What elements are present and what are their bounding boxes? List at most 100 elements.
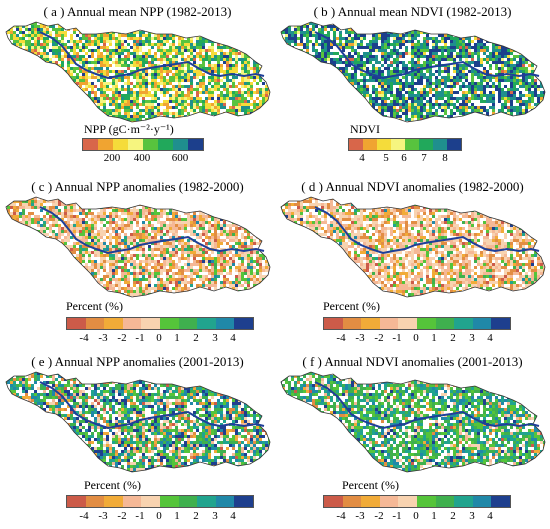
legend-swatch (215, 318, 235, 329)
panel-d: ( d ) Annual NDVI anomalies (1982-2000) … (275, 175, 550, 350)
tick-label: -1 (135, 332, 145, 344)
legend-swatch (104, 496, 123, 507)
panel-a: ( a ) Annual mean NPP (1982-2013) NPP (g… (0, 0, 275, 175)
legend-swatch (188, 139, 203, 150)
map-npp-mean (5, 21, 271, 123)
legend-swatch (85, 318, 105, 329)
legend-swatch (416, 318, 436, 329)
legend-swatch (324, 496, 343, 507)
legend-swatch (122, 496, 142, 507)
basin-outline (280, 371, 546, 473)
panel-title: ( c ) Annual NPP anomalies (1982-2000) (31, 179, 244, 194)
legend-swatch (158, 139, 173, 150)
legend-swatch (379, 496, 399, 507)
tick-label: 600 (171, 152, 189, 164)
legend-swatch (398, 496, 417, 507)
legend-swatch (234, 318, 253, 329)
tick-label: -1 (392, 510, 402, 522)
legend-title: NDVI (350, 122, 380, 136)
legend-swatch (83, 139, 98, 150)
legend-swatch (143, 139, 158, 150)
tick-label: -3 (98, 510, 108, 522)
tick-label: -3 (355, 332, 365, 344)
tick-label: 1 (174, 332, 180, 344)
tick-label: 1 (431, 510, 437, 522)
legend-swatch (104, 318, 123, 329)
legend-swatch (361, 496, 380, 507)
legend-swatch (416, 496, 436, 507)
panel-title: ( f ) Annual NDVI anomalies (2001-2013) (302, 354, 523, 369)
tick-label: 2 (450, 510, 456, 522)
tick-label: -1 (392, 332, 402, 344)
tick-label: 3 (212, 510, 218, 522)
map-ndvi-anomaly-2001-2013 (280, 371, 546, 473)
tick-label: -2 (374, 332, 384, 344)
legend-ticks: -4 -3 -2 -1 0 1 2 3 4 (323, 509, 509, 523)
panel-title: ( a ) Annual mean NPP (1982-2013) (43, 4, 232, 19)
legend-swatch (398, 318, 417, 329)
legend-swatches (323, 495, 511, 508)
yangtze-river-line (39, 381, 265, 430)
basin-outline (5, 196, 271, 298)
legend-swatch (363, 139, 377, 150)
tick-label: 200 (103, 152, 121, 164)
legend-title: Percent (%) (323, 299, 380, 313)
legend-swatch (472, 496, 492, 507)
legend-swatch (361, 318, 380, 329)
raster-layer (6, 197, 270, 297)
tick-label: 6 (401, 152, 407, 164)
legend-swatch (379, 318, 399, 329)
legend-ticks: 200 400 600 (82, 151, 202, 165)
legend-swatch (215, 496, 235, 507)
legend-swatch (342, 496, 362, 507)
legend-ticks: 4 5 6 7 8 (348, 151, 460, 165)
legend-swatch (349, 139, 363, 150)
legend-swatch (419, 139, 433, 150)
legend-ticks: -4 -3 -2 -1 0 1 2 3 4 (323, 331, 509, 345)
legend-swatch (141, 318, 160, 329)
tick-label: 3 (469, 332, 475, 344)
legend-swatch (67, 318, 86, 329)
panel-title: ( d ) Annual NDVI anomalies (1982-2000) (301, 179, 524, 194)
legend-swatch (491, 496, 510, 507)
yangtze-river-line (39, 206, 265, 255)
tick-label: 1 (431, 332, 437, 344)
legend-swatch (197, 318, 216, 329)
legend-swatch (122, 318, 142, 329)
legend-title: Percent (%) (342, 478, 399, 492)
tick-label: -4 (79, 510, 89, 522)
tick-label: -2 (117, 332, 127, 344)
tick-label: 0 (413, 510, 419, 522)
legend-swatch (234, 496, 253, 507)
tick-label: 4 (359, 152, 365, 164)
tick-label: 2 (193, 332, 199, 344)
legend-swatch (342, 318, 362, 329)
legend-swatch (85, 496, 105, 507)
tick-label: 4 (230, 332, 236, 344)
legend-swatch (391, 139, 405, 150)
panel-title: ( e ) Annual NPP anomalies (2001-2013) (31, 354, 244, 369)
legend-swatch (324, 318, 343, 329)
tick-label: 4 (487, 332, 493, 344)
legend-swatches (82, 138, 204, 151)
legend-swatch (435, 318, 455, 329)
legend-title: Percent (%) (84, 478, 141, 492)
tick-label: 7 (421, 152, 427, 164)
yangtze-river-line (314, 31, 540, 80)
legend-swatch (454, 318, 473, 329)
tick-label: -3 (355, 510, 365, 522)
tick-label: 2 (193, 510, 199, 522)
legend-swatch (447, 139, 461, 150)
tick-label: 4 (230, 510, 236, 522)
legend-swatch (454, 496, 473, 507)
legend-swatch (433, 139, 447, 150)
tick-label: 0 (413, 332, 419, 344)
basin-outline (280, 21, 546, 123)
legend-swatches (66, 317, 254, 330)
legend-swatch (491, 318, 510, 329)
raster-layer (281, 197, 545, 297)
tick-label: 400 (133, 152, 151, 164)
yangtze-river-line (314, 381, 540, 430)
raster-layer (281, 372, 545, 472)
legend-swatch (159, 496, 179, 507)
